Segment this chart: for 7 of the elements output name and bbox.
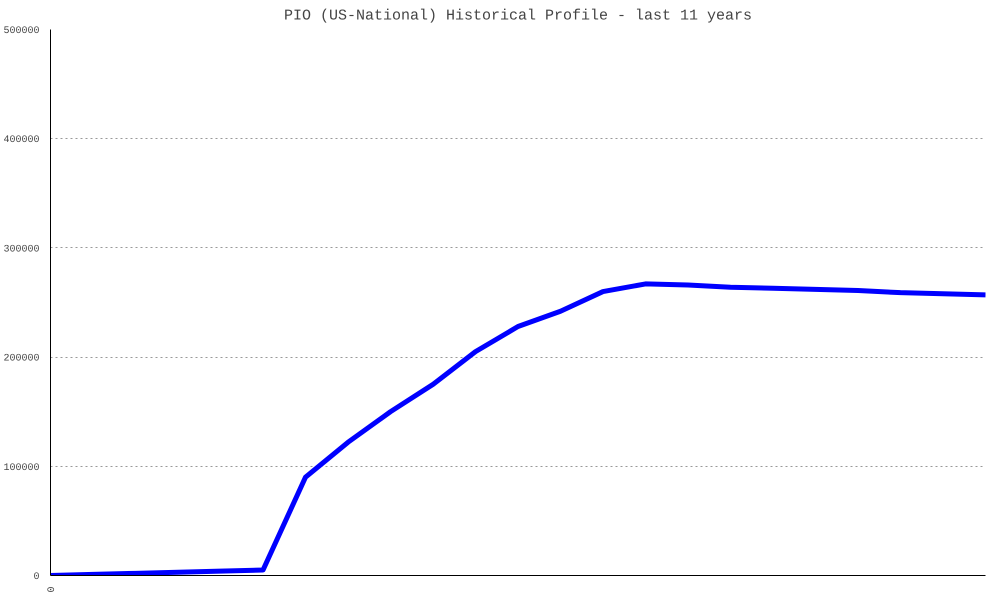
- y-tick-label: 500000: [3, 26, 40, 37]
- y-tick-label: 100000: [3, 462, 40, 474]
- y-tick-label: 400000: [3, 135, 40, 146]
- y-tick-label: 300000: [3, 244, 40, 256]
- y-tick-label: 0: [34, 572, 40, 583]
- y-tick-label: 200000: [3, 354, 40, 365]
- chart-title: PIO (US-National) Historical Profile - last 11 years: [284, 8, 752, 24]
